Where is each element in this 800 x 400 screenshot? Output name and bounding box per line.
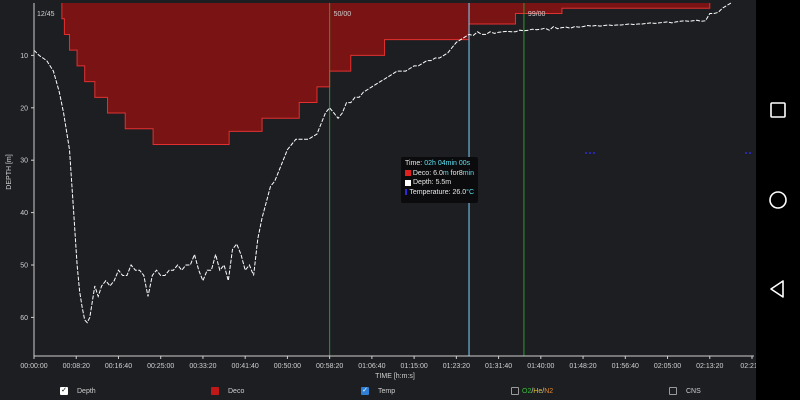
- tooltip-temp-row: Temperature: 26.0 °C: [405, 188, 474, 198]
- tooltip-temp-prefix: Temperature:: [409, 188, 451, 196]
- legend-gas-toggle[interactable]: O2/He/N2: [511, 387, 553, 395]
- x-tick-label-4: 00:33:20: [189, 363, 216, 370]
- x-tick-label-17: 02:21:4: [740, 363, 756, 370]
- temp-checkbox-icon[interactable]: ✓: [361, 387, 369, 395]
- tooltip-temp-unit: °C: [466, 188, 474, 196]
- x-tick-label-1: 00:08:20: [63, 363, 90, 370]
- legend-gas-sep-2: /: [542, 387, 545, 395]
- x-tick-label-3: 00:25:00: [147, 363, 174, 370]
- x-tick-label-0: 00:00:00: [20, 363, 47, 370]
- legend-bar: ✓ Depth Deco ✓ Temp O2/He/N2 CNS: [0, 382, 756, 400]
- legend-deco-label: Deco: [228, 387, 245, 395]
- tooltip-depth-value: 5.5m: [435, 179, 452, 186]
- back-icon: [770, 280, 784, 298]
- tooltip-depth-prefix: Depth:: [413, 179, 434, 186]
- recent-apps-button[interactable]: [756, 90, 800, 130]
- marker-label-99-00: 99/00: [528, 11, 546, 18]
- tooltip-time-row: Time: 02h 04min 00s: [405, 159, 474, 169]
- tooltip-time-prefix: Time:: [405, 160, 423, 167]
- x-tick-label-8: 01:06:40: [358, 363, 385, 370]
- depth-swatch-icon: [405, 179, 411, 186]
- tooltip-deco-prefix: Deco:: [412, 169, 432, 177]
- x-tick-label-9: 01:15:00: [400, 363, 427, 370]
- home-button[interactable]: [756, 180, 800, 220]
- legend-temp-label: Temp: [378, 387, 396, 395]
- gas-checkbox-icon[interactable]: [511, 387, 519, 395]
- x-tick-label-12: 01:40:00: [527, 363, 554, 370]
- legend-depth-label: Depth: [77, 387, 96, 395]
- temp-swatch-icon: [405, 189, 408, 196]
- tooltip-depth-row: Depth: 5.5m: [405, 178, 474, 188]
- recent-apps-icon: [770, 102, 786, 118]
- tooltip-deco-minutes: 8: [458, 169, 463, 177]
- depth-checkbox-icon[interactable]: ✓: [60, 387, 68, 395]
- y-tick-label-10: 10: [20, 53, 28, 60]
- y-tick-label-50: 50: [20, 263, 28, 270]
- back-button[interactable]: [756, 269, 800, 309]
- legend-gas-sep-1: /: [531, 387, 534, 395]
- x-tick-label-7: 00:58:20: [316, 363, 343, 370]
- legend-n2-label: N2: [544, 387, 554, 395]
- dive-profile-chart[interactable]: 10 20 30 40 50 60 00:00:00 00:08:20 00:16:40 00:2…: [0, 0, 756, 382]
- legend-temp-toggle[interactable]: ✓ Temp: [361, 387, 395, 395]
- legend-depth-toggle[interactable]: ✓ Depth: [60, 387, 96, 395]
- tooltip-deco-min-unit: min: [462, 169, 474, 177]
- tooltip-deco-unit: m: [442, 169, 449, 177]
- y-tick-label-60: 60: [20, 315, 28, 322]
- x-tick-label-13: 01:48:20: [569, 363, 596, 370]
- legend-cns-label: CNS: [686, 387, 701, 395]
- x-tick-label-2: 00:16:40: [105, 363, 132, 370]
- home-icon: [769, 191, 787, 209]
- tooltip-deco-row: Deco: 6.0 m for 8 min: [405, 169, 474, 179]
- top-corner-label: 12/45: [37, 11, 55, 18]
- tooltip-deco-value: 6.0: [433, 169, 443, 177]
- y-tick-label-30: 30: [20, 158, 28, 165]
- x-tick-label-16: 02:13:20: [696, 363, 723, 370]
- tooltip-temp-value: 26.0: [452, 188, 467, 196]
- data-tooltip: Time: 02h 04min 00s Deco: 6.0 m for 8 min …: [401, 157, 478, 203]
- x-tick-label-15: 02:05:00: [654, 363, 681, 370]
- deco-swatch-icon: [405, 170, 411, 177]
- android-nav-bar: [756, 0, 800, 400]
- tooltip-time-value: 02h 04min 00s: [424, 160, 471, 167]
- cns-checkbox-icon[interactable]: [669, 387, 677, 395]
- y-tick-label-40: 40: [20, 210, 28, 217]
- x-axis-label: TIME [h:m:s]: [375, 373, 415, 380]
- x-tick-label-10: 01:23:20: [443, 363, 470, 370]
- deco-area: [61, 3, 710, 145]
- legend-deco-toggle[interactable]: Deco: [211, 387, 244, 395]
- x-tick-label-6: 00:50:00: [274, 363, 301, 370]
- x-tick-label-5: 00:41:40: [232, 363, 259, 370]
- x-tick-label-11: 01:31:40: [485, 363, 512, 370]
- marker-label-50-00: 50/00: [334, 11, 352, 18]
- y-tick-label-20: 20: [20, 105, 28, 112]
- tooltip-deco-for: for: [450, 169, 459, 177]
- depth-line: [33, 2, 732, 324]
- legend-cns-toggle[interactable]: CNS: [669, 387, 701, 395]
- deco-checkbox-icon[interactable]: [211, 387, 219, 395]
- legend-gas-label: O2/He/N2: [522, 388, 553, 395]
- x-tick-label-14: 01:56:40: [612, 363, 639, 370]
- y-axis-label: DEPTH [m]: [6, 154, 13, 189]
- legend-he-label: He: [533, 387, 543, 395]
- legend-o2-label: O2: [522, 387, 532, 395]
